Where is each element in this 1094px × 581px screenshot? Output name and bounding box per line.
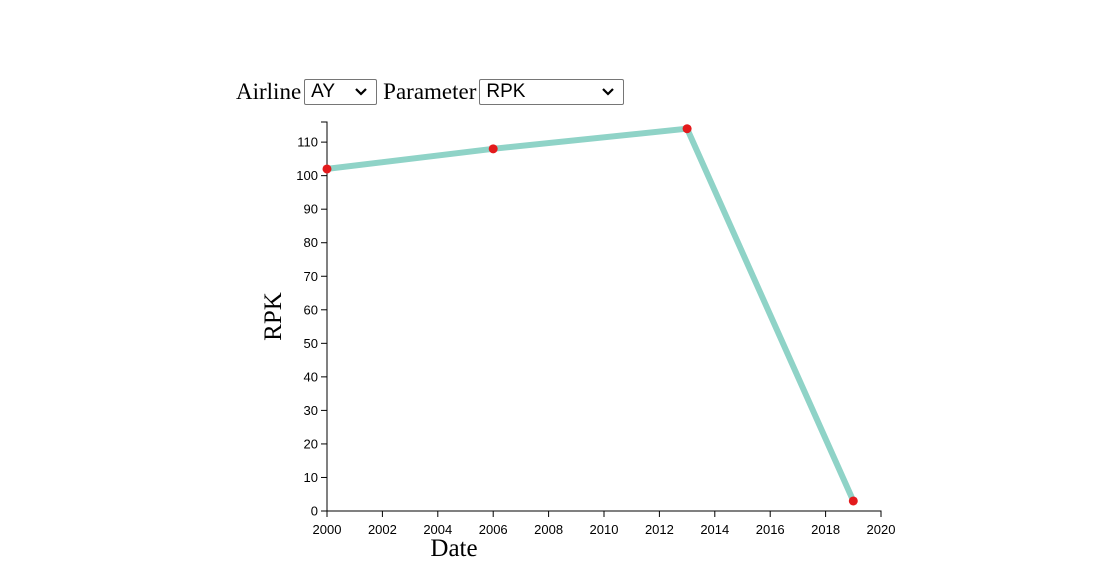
airline-select-value: AY bbox=[311, 81, 336, 102]
y-axis-title: RPK bbox=[260, 292, 287, 341]
data-point[interactable] bbox=[322, 164, 332, 174]
chevron-down-icon bbox=[602, 88, 615, 96]
parameter-select[interactable]: RPK bbox=[479, 79, 625, 105]
y-tick-label: 70 bbox=[304, 269, 318, 284]
parameter-label: Parameter bbox=[383, 79, 477, 104]
y-tick-label: 60 bbox=[304, 302, 318, 317]
data-point[interactable] bbox=[848, 496, 858, 506]
data-point[interactable] bbox=[682, 124, 692, 134]
y-tick-label: 110 bbox=[297, 135, 318, 150]
x-axis-title: Date bbox=[430, 535, 477, 562]
x-tick-label: 2006 bbox=[479, 522, 508, 537]
chart-controls: Airline AY Parameter RPK bbox=[236, 79, 630, 105]
airline-select[interactable]: AY bbox=[304, 79, 378, 105]
x-axis: 2000 2002 2004 2006 2008 2010 2012 2014 2016 2018… bbox=[313, 510, 896, 537]
data-point[interactable] bbox=[488, 144, 498, 154]
y-tick-label: 0 bbox=[311, 504, 318, 519]
y-tick-label: 40 bbox=[304, 369, 318, 384]
y-tick-label: 50 bbox=[304, 336, 318, 351]
chevron-down-icon bbox=[355, 88, 367, 96]
x-tick-label: 2014 bbox=[700, 522, 729, 537]
rpk-series bbox=[322, 124, 858, 506]
x-tick-label: 2020 bbox=[867, 522, 896, 537]
y-tick-label: 30 bbox=[304, 403, 318, 418]
y-tick-label: 90 bbox=[304, 202, 318, 217]
x-tick-label: 2002 bbox=[368, 522, 397, 537]
x-tick-label: 2004 bbox=[423, 522, 452, 537]
y-axis: 0 10 20 30 40 50 60 70 80 90 100 110 bbox=[296, 121, 328, 519]
x-tick-label: 2018 bbox=[811, 522, 840, 537]
airline-label: Airline bbox=[236, 79, 302, 104]
x-tick-label: 2000 bbox=[313, 522, 342, 537]
parameter-select-value: RPK bbox=[486, 81, 526, 102]
y-axis-line bbox=[321, 121, 328, 512]
x-tick-label: 2010 bbox=[590, 522, 619, 537]
y-tick-label: 20 bbox=[304, 436, 318, 451]
x-tick-label: 2012 bbox=[645, 522, 674, 537]
y-tick-label: 80 bbox=[304, 235, 318, 250]
y-tick-label: 100 bbox=[296, 168, 318, 183]
x-tick-label: 2008 bbox=[534, 522, 563, 537]
y-tick-label: 10 bbox=[304, 470, 318, 485]
series-line bbox=[326, 125, 857, 503]
x-tick-label: 2016 bbox=[756, 522, 785, 537]
